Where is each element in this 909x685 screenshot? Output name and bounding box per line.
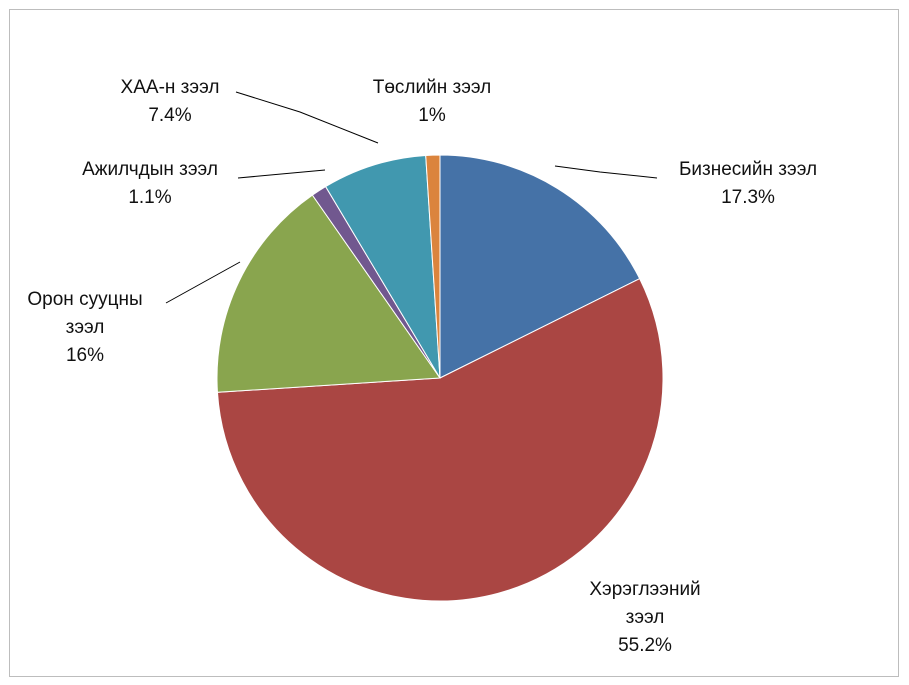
slice-name: Бизнесийн зээл (678, 159, 818, 180)
chart-border (9, 9, 899, 677)
data-label: Төслийн зээл 1% (373, 74, 492, 130)
pie-slice (216, 278, 664, 602)
slice-name: Ажилчдын зээл (82, 159, 218, 180)
slice-value: 1% (418, 105, 446, 126)
slice-name: Орон сууцны зээл (27, 289, 143, 338)
leader-line (165, 261, 241, 304)
slice-value: 17.3% (721, 187, 775, 208)
pie-slice (324, 154, 441, 379)
leader-line (235, 91, 379, 144)
slice-value: 7.4% (148, 105, 192, 126)
data-label: Бизнесийн зээл 17.3% (679, 156, 817, 212)
pie-slice (216, 194, 441, 393)
leader-line (237, 169, 326, 179)
slice-name: ХАА-н зээл (120, 77, 220, 98)
pie-slice (439, 154, 641, 379)
data-label: Орон сууцны зээл 16% (10, 286, 160, 370)
pie-slice (425, 154, 441, 379)
data-label: Хэрэглээний зээл 55.2% (570, 576, 720, 660)
slice-value: 16% (65, 345, 105, 366)
data-label: Ажилчдын зээл 1.1% (82, 156, 218, 212)
slice-value: 1.1% (128, 187, 172, 208)
data-label: ХАА-н зээл 7.4% (121, 74, 220, 130)
slice-name: Төслийн зээл (372, 77, 492, 98)
leader-line (554, 165, 658, 179)
slice-value: 55.2% (618, 635, 672, 656)
slice-name: Хэрэглээний зээл (589, 579, 701, 628)
